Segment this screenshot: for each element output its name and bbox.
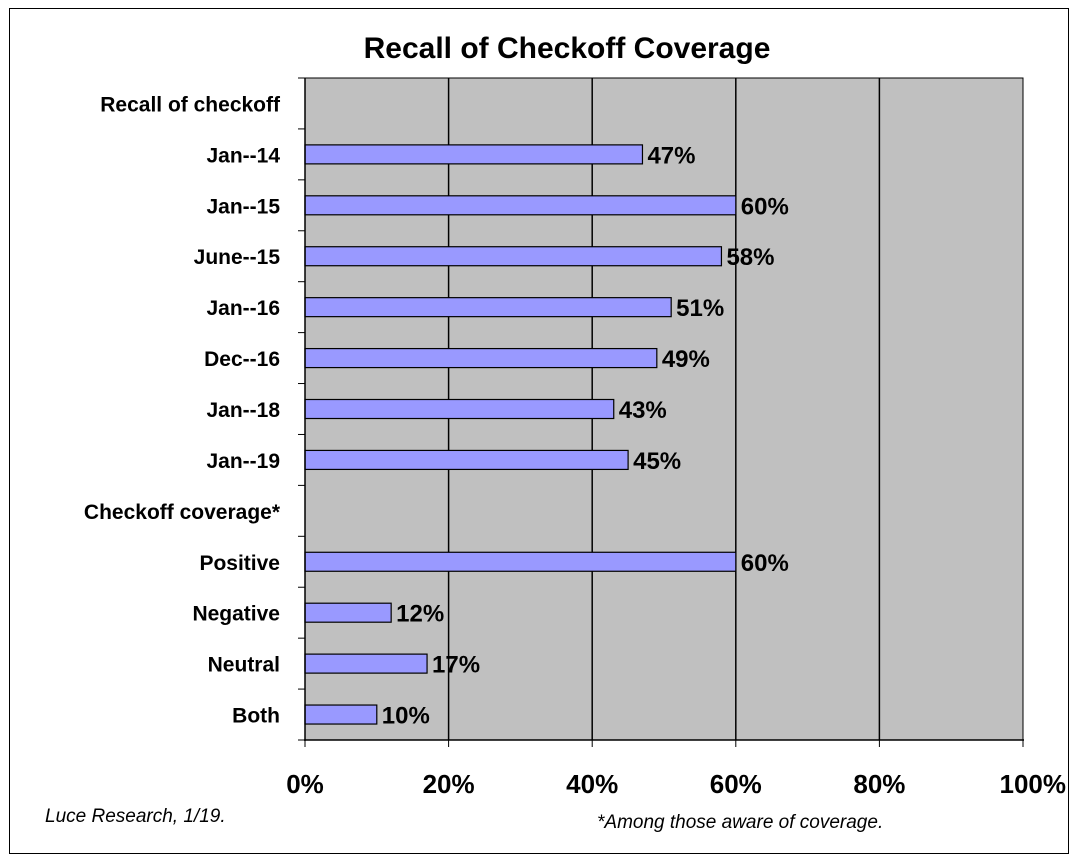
bar-5 xyxy=(304,347,658,369)
x-tick-label-1: 20% xyxy=(423,769,475,799)
source-note: Luce Research, 1/19. xyxy=(45,806,226,827)
bar-4 xyxy=(304,297,672,318)
labels: Recall of checkoff Jan--14 47% Jan--15 60% Ju… xyxy=(84,93,1066,799)
category-label-12: Both xyxy=(232,705,280,728)
category-label-0: Recall of checkoff xyxy=(100,93,281,116)
category-label-1: Jan--14 xyxy=(206,144,280,167)
value-label-10: 12% xyxy=(396,601,444,628)
bar-6 xyxy=(304,398,615,420)
bar-1 xyxy=(304,144,644,165)
category-label-7: Jan--19 xyxy=(206,450,280,473)
category-label-11: Neutral xyxy=(208,654,280,677)
category-label-6: Jan--18 xyxy=(206,399,280,422)
axes xyxy=(298,77,1024,747)
category-label-4: Jan--16 xyxy=(206,297,280,320)
x-tick-label-0: 0% xyxy=(286,769,324,799)
bar-3 xyxy=(304,246,723,267)
bar-12 xyxy=(304,704,378,725)
value-label-9: 60% xyxy=(741,550,789,577)
value-label-6: 43% xyxy=(619,397,667,424)
bar-7 xyxy=(304,449,629,471)
category-label-10: Negative xyxy=(192,603,280,626)
value-label-12: 10% xyxy=(382,703,430,730)
category-label-9: Positive xyxy=(199,552,280,575)
bar-9 xyxy=(304,551,737,572)
value-label-7: 45% xyxy=(633,448,681,475)
bar-10 xyxy=(304,602,392,623)
x-tick-label-3: 60% xyxy=(710,769,762,799)
value-label-11: 17% xyxy=(432,652,480,679)
value-label-1: 47% xyxy=(647,142,695,169)
category-label-3: June--15 xyxy=(194,246,281,269)
value-label-5: 49% xyxy=(662,346,710,373)
x-tick-label-2: 40% xyxy=(566,769,618,799)
x-tick-label-5: 100% xyxy=(1000,769,1067,799)
category-label-5: Dec--16 xyxy=(204,348,280,371)
category-label-8: Checkoff coverage* xyxy=(84,501,281,524)
bar-2 xyxy=(304,195,737,216)
footnote: *Among those aware of coverage. xyxy=(597,812,884,833)
value-label-3: 58% xyxy=(726,244,774,271)
bars xyxy=(304,144,737,725)
x-tick-label-4: 80% xyxy=(853,769,905,799)
bar-11 xyxy=(304,653,428,674)
category-label-2: Jan--15 xyxy=(206,195,280,218)
value-label-4: 51% xyxy=(676,295,724,322)
chart-title: Recall of Checkoff Coverage xyxy=(364,32,771,65)
value-label-2: 60% xyxy=(741,193,789,220)
